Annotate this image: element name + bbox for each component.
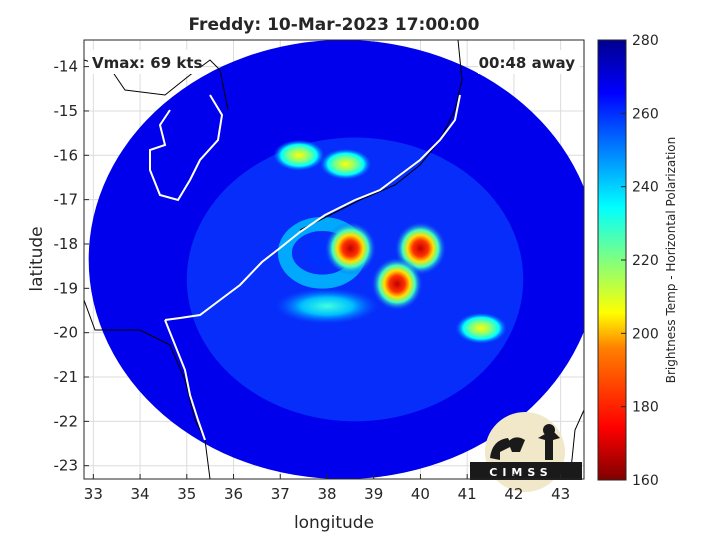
x-tick-label: 36 xyxy=(224,485,243,503)
x-tick-label: 41 xyxy=(458,485,477,503)
y-tick-label: -14 xyxy=(54,58,79,76)
convective-feature xyxy=(371,257,423,311)
coastline-inner xyxy=(149,94,461,441)
colorbar-tick-label: 280 xyxy=(632,33,659,49)
x-tick-label: 40 xyxy=(411,485,430,503)
swath-inner-zone xyxy=(186,137,524,422)
vmax-label-background xyxy=(88,50,200,74)
convective-feature xyxy=(275,288,379,324)
x-axis-ticks: 33 34 35 36 37 38 39 40 41 42 43 xyxy=(84,474,570,503)
convective-feature xyxy=(324,221,377,276)
y-tick-label: -17 xyxy=(54,191,79,209)
convective-feature xyxy=(273,139,325,171)
y-tick-label: -22 xyxy=(54,412,79,430)
x-axis-label: longitude xyxy=(294,513,374,533)
vmax-annotation: Vmax: 69 kts xyxy=(88,50,202,74)
chart-title: Freddy: 10-Mar-2023 17:00:00 xyxy=(189,15,480,35)
away-label-background xyxy=(478,50,580,74)
y-tick-label: -21 xyxy=(54,368,79,386)
colorbar-tick-label: 180 xyxy=(632,400,659,416)
cimss-logo: CIMSS xyxy=(470,412,582,492)
away-annotation: 00:48 away xyxy=(478,50,580,74)
y-axis-label: latitude xyxy=(27,226,47,291)
x-tick-label: 35 xyxy=(177,485,196,503)
y-tick-label: -20 xyxy=(54,324,79,342)
colorbar-ticks: 160 180 200 220 240 260 280 xyxy=(621,33,659,489)
x-tick-label: 42 xyxy=(504,485,523,503)
y-tick-label: -23 xyxy=(54,457,79,475)
colorbar: 160 180 200 220 240 260 280 Brightness Temp - … xyxy=(597,33,678,489)
colorbar-tick-label: 260 xyxy=(632,106,659,122)
water-tower-icon xyxy=(538,430,560,460)
x-tick-label: 38 xyxy=(317,485,336,503)
coastline xyxy=(84,40,584,479)
vmax-label: Vmax: 69 kts xyxy=(92,54,202,72)
colorbar-tick-label: 220 xyxy=(632,253,659,269)
y-axis-ticks: -14 -15 -16 -17 -18 -19 -20 -21 -22 -23 xyxy=(54,58,89,475)
convective-feature xyxy=(319,148,372,180)
water-tower-tank-icon xyxy=(543,424,555,436)
x-tick-label: 43 xyxy=(551,485,570,503)
logo-text: CIMSS xyxy=(489,466,552,479)
coastline-outer xyxy=(84,40,584,479)
swath-layer xyxy=(88,40,584,479)
x-tick-label: 39 xyxy=(364,485,383,503)
convective-feature xyxy=(455,312,507,344)
x-tick-label: 34 xyxy=(131,485,150,503)
x-tick-label: 33 xyxy=(84,485,103,503)
logo-banner xyxy=(470,462,582,480)
y-tick-label: -16 xyxy=(54,146,79,164)
away-label: 00:48 away xyxy=(479,54,576,72)
satellite-dish-icon xyxy=(490,437,525,460)
colorbar-tick-label: 200 xyxy=(632,326,659,342)
y-tick-label: -19 xyxy=(54,279,79,297)
plot-border xyxy=(83,39,585,480)
colorbar-label: Brightness Temp - Horizontal Polarizatio… xyxy=(664,137,678,384)
y-tick-label: -15 xyxy=(54,102,79,120)
plot-area: Vmax: 69 kts 00:48 away CIMSS 33 34 35 36 37… xyxy=(54,39,585,503)
y-tick-label: -18 xyxy=(54,235,79,253)
colorbar-tick-label: 240 xyxy=(632,180,659,196)
x-tick-label: 37 xyxy=(271,485,290,503)
colorbar-tick-label: 160 xyxy=(632,473,659,489)
